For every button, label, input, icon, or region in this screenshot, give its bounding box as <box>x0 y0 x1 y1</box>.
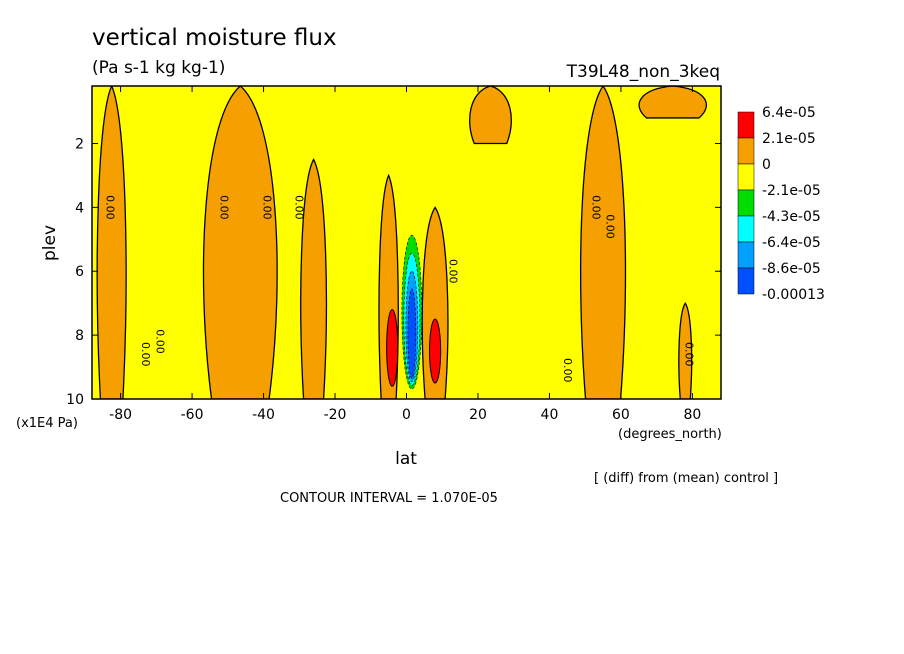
contour-label: 0.00 <box>261 195 274 220</box>
contour-label: 0.00 <box>103 195 116 220</box>
contour-label: 0.00 <box>153 329 166 354</box>
legend-label: 0 <box>762 157 771 173</box>
colorbar-legend: 6.4e-05 2.1e-05 0 -2.1e-05 -4.3e-05 -6.4e-05 -… <box>737 105 825 303</box>
contour-interval: CONTOUR INTERVAL = 1.070E-05 <box>280 491 498 506</box>
legend-label: -4.3e-05 <box>762 209 821 225</box>
x-tick-label: 80 <box>683 407 701 423</box>
contour-label: 0.00 <box>682 342 695 367</box>
positive-region <box>300 158 328 399</box>
legend-swatch <box>737 267 755 295</box>
legend-label: -8.6e-05 <box>762 261 821 277</box>
y-tick-label: 10 <box>66 392 84 408</box>
contour-label: 0.00 <box>589 195 602 220</box>
x-tick-label: 20 <box>469 407 487 423</box>
y-axis: 2 4 6 8 10 <box>66 136 721 408</box>
legend-swatch <box>737 215 755 243</box>
diff-note: [ (diff) from (mean) control ] <box>594 471 778 486</box>
negative-core-level <box>407 288 417 379</box>
strong-positive-region <box>386 309 399 387</box>
x-axis-units: (degrees_north) <box>618 427 722 442</box>
legend-label: -2.1e-05 <box>762 183 821 199</box>
contour-label: 0.00 <box>561 358 574 383</box>
x-tick-label: 60 <box>612 407 630 423</box>
chart-units: (Pa s-1 kg kg-1) <box>92 58 225 78</box>
positive-region <box>678 302 693 399</box>
x-tick-label: -60 <box>181 407 204 423</box>
legend-label: 6.4e-05 <box>762 105 816 121</box>
legend-swatch <box>737 189 755 217</box>
y-tick-label: 8 <box>75 328 84 344</box>
contour-label: 0.00 <box>218 195 231 220</box>
x-tick-label: 40 <box>541 407 559 423</box>
positive-region <box>421 206 449 399</box>
y-tick-label: 6 <box>75 264 84 280</box>
y-axis-units: (x1E4 Pa) <box>16 416 78 431</box>
legend-label: 2.1e-05 <box>762 131 816 147</box>
contour-label: 0.00 <box>446 259 459 284</box>
run-label: T39L48_non_3keq <box>566 62 720 82</box>
x-tick-label: 0 <box>402 407 411 423</box>
plot-area: 0.00 0.00 0.00 0.000.000.000.000.000.000.00… <box>92 86 721 399</box>
y-tick-label: 4 <box>75 200 84 216</box>
legend-label: -6.4e-05 <box>762 235 821 251</box>
legend-swatch <box>737 241 755 269</box>
chart-title: vertical moisture flux <box>92 25 337 51</box>
legend-swatch <box>737 111 755 139</box>
contour-label: 0.00 <box>604 214 617 239</box>
x-axis-label: lat <box>395 449 417 469</box>
legend-swatch <box>737 163 755 191</box>
contour-label: 0.00 <box>139 342 152 367</box>
x-tick-label: -20 <box>324 407 347 423</box>
x-axis: -80 -60 -40 -20 0 20 40 60 80 <box>109 86 701 423</box>
legend-label: -0.00013 <box>762 287 825 303</box>
y-axis-label: plev <box>40 225 60 261</box>
x-tick-label: -80 <box>109 407 132 423</box>
legend-swatch <box>737 137 755 165</box>
contour-label: 0.00 <box>293 195 306 220</box>
x-tick-label: -40 <box>252 407 275 423</box>
y-tick-label: 2 <box>75 136 84 152</box>
strong-positive-region <box>429 318 442 384</box>
